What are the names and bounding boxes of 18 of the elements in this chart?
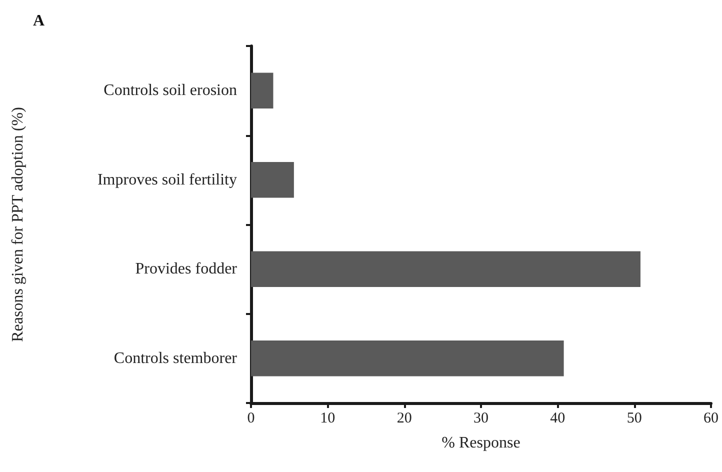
x-axis-title: % Response [442, 434, 520, 452]
bar [251, 72, 274, 108]
x-tick-label: 10 [320, 410, 336, 426]
y-tick-label: Controls soil erosion [104, 82, 237, 100]
x-tick-label: 30 [474, 410, 488, 426]
text: A [33, 12, 45, 30]
x-tick-label: 20 [396, 410, 412, 426]
x-tick-label: 60 [704, 410, 718, 426]
x-tick-label: 0 [247, 410, 255, 426]
y-tick-label: Provides fodder [135, 260, 238, 278]
y-tick-label: Controls stemborer [114, 350, 238, 367]
x-tick-label: 50 [626, 410, 642, 426]
bar [251, 340, 564, 376]
x-tick-label: 40 [550, 410, 566, 426]
y-axis-title: Reasons given for PPT adoption (%) [10, 107, 26, 342]
bar [251, 162, 294, 198]
bar [251, 251, 640, 287]
y-tick-label: Improves soil fertility [97, 171, 237, 188]
